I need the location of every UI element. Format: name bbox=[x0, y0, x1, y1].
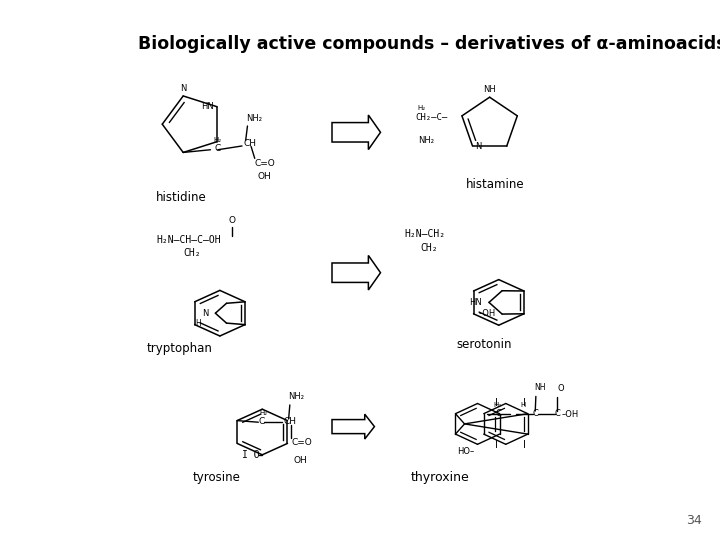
Text: C: C bbox=[259, 417, 265, 426]
Text: C: C bbox=[554, 409, 561, 417]
Text: H₂: H₂ bbox=[494, 402, 502, 408]
Text: I O: I O bbox=[242, 450, 259, 460]
Text: H: H bbox=[521, 402, 526, 408]
Text: C: C bbox=[533, 409, 539, 417]
Text: H: H bbox=[195, 319, 201, 328]
Text: O: O bbox=[557, 384, 564, 393]
Text: OH: OH bbox=[257, 172, 271, 181]
Text: H₂N–CH₂: H₂N–CH₂ bbox=[405, 229, 446, 239]
Text: I: I bbox=[495, 440, 498, 449]
Text: C: C bbox=[495, 409, 501, 417]
Polygon shape bbox=[332, 115, 380, 150]
Polygon shape bbox=[332, 255, 380, 290]
Text: OH: OH bbox=[294, 456, 307, 464]
Text: I: I bbox=[495, 399, 498, 408]
Text: histidine: histidine bbox=[156, 191, 207, 204]
Text: H₂: H₂ bbox=[417, 105, 425, 111]
Text: –OH: –OH bbox=[562, 410, 579, 418]
Text: HN: HN bbox=[469, 298, 482, 307]
Text: N: N bbox=[202, 309, 208, 318]
Text: 34: 34 bbox=[686, 514, 702, 526]
Text: tryptophan: tryptophan bbox=[147, 342, 213, 355]
Text: CH: CH bbox=[244, 139, 257, 148]
Text: tyrosine: tyrosine bbox=[192, 471, 240, 484]
Text: HN: HN bbox=[202, 102, 214, 111]
Text: O: O bbox=[228, 216, 235, 225]
Text: –OH: –OH bbox=[478, 309, 495, 318]
Text: CH: CH bbox=[284, 417, 297, 426]
Polygon shape bbox=[332, 414, 374, 439]
Text: H₂: H₂ bbox=[259, 410, 268, 416]
Text: C=O: C=O bbox=[291, 438, 312, 447]
Text: N: N bbox=[475, 141, 482, 151]
Text: I: I bbox=[523, 399, 526, 408]
Text: I: I bbox=[523, 440, 526, 449]
Text: NH₂: NH₂ bbox=[289, 392, 305, 401]
Text: NH: NH bbox=[534, 383, 546, 392]
Text: HO–: HO– bbox=[457, 447, 474, 456]
Text: histamine: histamine bbox=[465, 178, 524, 191]
Text: C=O: C=O bbox=[255, 159, 276, 168]
Text: NH₂: NH₂ bbox=[246, 114, 262, 123]
Text: H₂N–CH–C–OH: H₂N–CH–C–OH bbox=[156, 235, 221, 245]
Text: thyroxine: thyroxine bbox=[411, 471, 469, 484]
Text: H₂: H₂ bbox=[214, 137, 222, 143]
Text: NH: NH bbox=[483, 85, 496, 94]
Text: N: N bbox=[180, 84, 186, 93]
Text: CH₂: CH₂ bbox=[184, 248, 201, 258]
Text: Biologically active compounds – derivatives of α-aminoacids.: Biologically active compounds – derivati… bbox=[138, 35, 720, 53]
Polygon shape bbox=[51, 0, 120, 254]
Text: serotonin: serotonin bbox=[456, 338, 512, 351]
Text: CH₂–C–: CH₂–C– bbox=[415, 113, 448, 122]
Text: C: C bbox=[214, 144, 220, 153]
Text: NH₂: NH₂ bbox=[418, 136, 434, 145]
Text: CH₂: CH₂ bbox=[420, 244, 438, 253]
